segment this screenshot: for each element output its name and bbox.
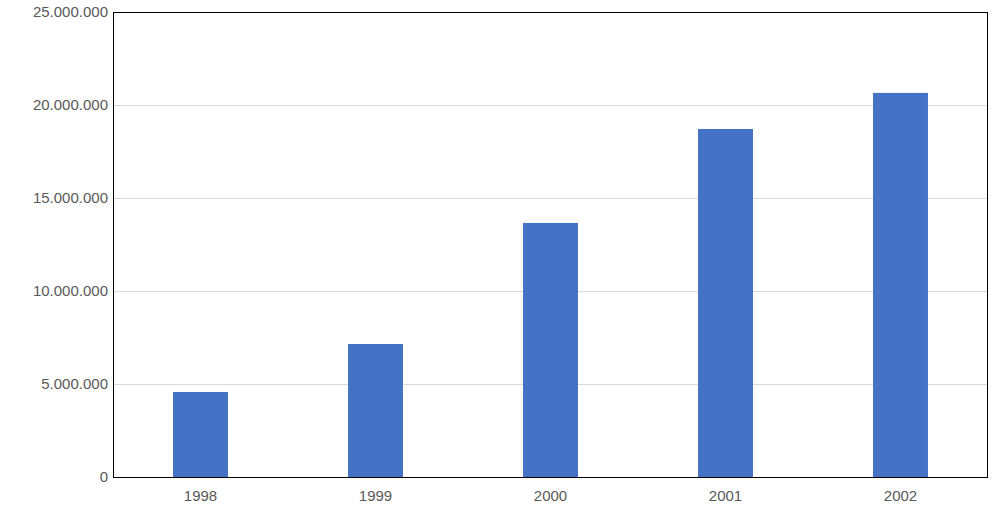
bar bbox=[348, 344, 403, 477]
x-tick-label: 2001 bbox=[709, 487, 742, 504]
y-tick-labels: 0 5.000.000 10.000.000 15.000.000 20.000.000… bbox=[33, 3, 108, 485]
x-tick-label: 1999 bbox=[359, 487, 392, 504]
bar bbox=[173, 392, 228, 477]
chart-root: 0 5.000.000 10.000.000 15.000.000 20.000.000… bbox=[0, 0, 998, 519]
plot-frame bbox=[114, 13, 988, 478]
grid-line bbox=[113, 105, 988, 106]
y-tick-label: 0 bbox=[100, 468, 108, 485]
bars bbox=[173, 93, 928, 477]
x-tick-label: 2000 bbox=[534, 487, 567, 504]
y-tick-label: 10.000.000 bbox=[33, 282, 108, 299]
bar bbox=[523, 223, 578, 477]
grid bbox=[113, 12, 988, 477]
x-tick-labels: 1998 1999 2000 2001 2002 bbox=[184, 487, 917, 504]
grid-line bbox=[113, 198, 988, 199]
chart: 0 5.000.000 10.000.000 15.000.000 20.000.000… bbox=[0, 0, 998, 519]
y-tick-label: 15.000.000 bbox=[33, 189, 108, 206]
y-tick-label: 5.000.000 bbox=[41, 375, 108, 392]
y-tick-label: 25.000.000 bbox=[33, 3, 108, 20]
x-tick-label: 2002 bbox=[884, 487, 917, 504]
y-tick-label: 20.000.000 bbox=[33, 96, 108, 113]
x-tick-label: 1998 bbox=[184, 487, 217, 504]
bar bbox=[698, 129, 753, 477]
bar bbox=[873, 93, 928, 477]
